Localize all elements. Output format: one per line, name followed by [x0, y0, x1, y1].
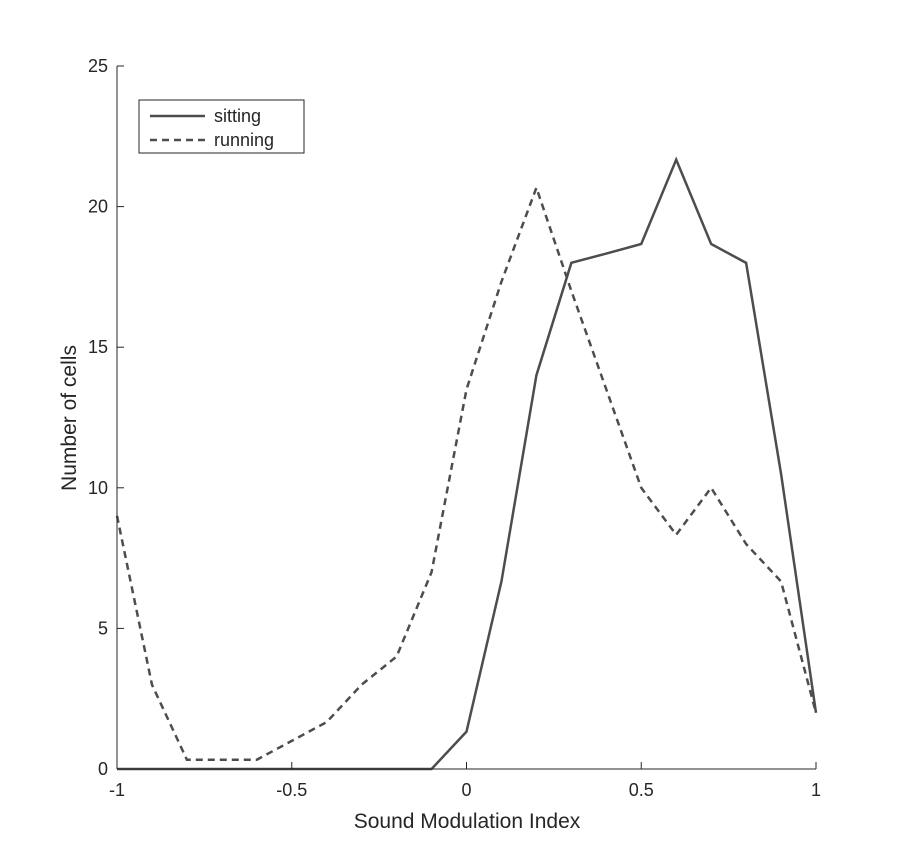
x-tick-label: 1	[811, 780, 821, 800]
y-tick-label: 10	[88, 478, 108, 498]
x-tick-label: 0	[461, 780, 471, 800]
y-tick-label: 15	[88, 337, 108, 357]
y-tick-label: 0	[98, 759, 108, 779]
y-tick-label: 25	[88, 56, 108, 76]
y-axis-title: Number of cells	[58, 345, 81, 491]
x-axis-title: Sound Modulation Index	[354, 810, 581, 833]
legend-label-running: running	[214, 130, 274, 150]
legend: sitting running	[138, 99, 305, 154]
y-tick-label: 5	[98, 618, 108, 638]
x-tick-label: 0.5	[629, 780, 654, 800]
legend-label-sitting: sitting	[214, 106, 261, 126]
legend-box	[138, 99, 305, 154]
y-tick-label: 20	[88, 197, 108, 217]
series-line-running	[115, 184, 818, 761]
x-tick-label: -1	[109, 780, 125, 800]
x-tick-label: -0.5	[276, 780, 307, 800]
